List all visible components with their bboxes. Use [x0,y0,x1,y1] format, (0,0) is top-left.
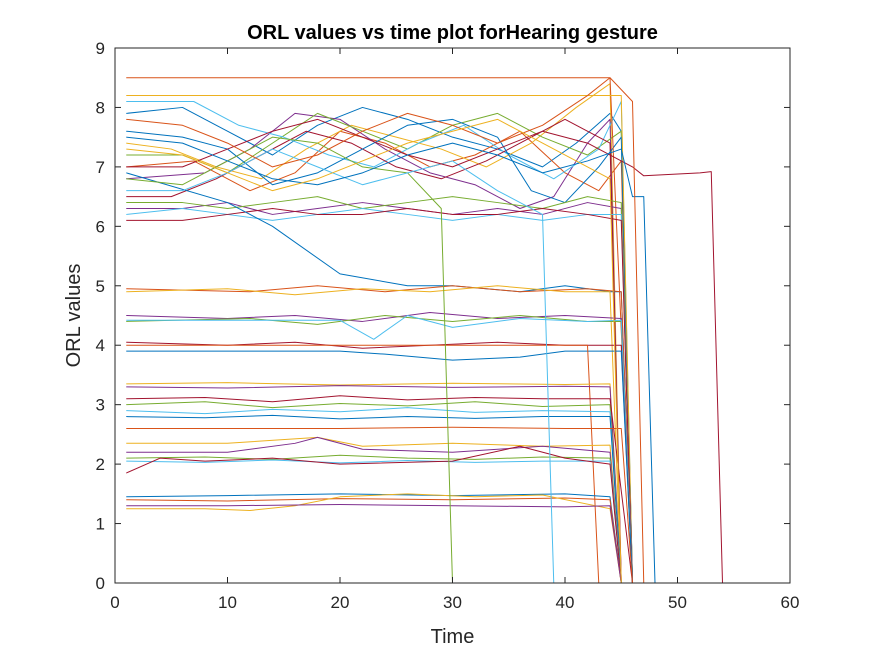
x-tick-label: 60 [781,593,800,612]
y-tick-label: 5 [96,277,105,296]
series-line [126,208,734,584]
series-line [126,445,734,584]
series-line [126,504,734,584]
series-line [126,112,734,584]
series-line [126,77,734,584]
y-tick-label: 9 [96,39,105,58]
series-line [126,118,734,584]
y-tick-label: 2 [96,455,105,474]
series-line [126,285,734,584]
series-line [126,208,734,584]
y-tick-label: 8 [96,98,105,117]
series-line [126,315,734,584]
series-line [126,136,734,584]
series-line [126,106,734,584]
x-tick-label: 10 [218,593,237,612]
y-tick-label: 0 [96,574,105,593]
y-axis-label: ORL values [63,264,85,368]
series-line [126,350,734,584]
series-line [126,118,734,584]
series-line [126,285,734,584]
series-line [126,414,734,584]
y-tick-label: 7 [96,158,105,177]
series-line [126,136,734,584]
x-tick-label: 40 [556,593,575,612]
plot-background [115,48,790,583]
y-tick-label: 1 [96,515,105,534]
x-tick-label: 20 [331,593,350,612]
x-axis-label: Time [431,626,475,648]
axis-ticks: 0 10 20 30 40 50 60 0 1 2 3 4 5 6 7 8 9 [96,39,800,612]
series-line [126,148,734,584]
x-tick-label: 30 [443,593,462,612]
series-line [126,196,734,584]
series-line [126,395,734,584]
x-tick-label: 0 [110,593,119,612]
series-line [126,118,734,584]
x-tick-label: 50 [668,593,687,612]
y-tick-label: 6 [96,217,105,236]
y-tick-label: 3 [96,396,105,415]
y-tick-label: 4 [96,336,105,355]
chart-title: ORL values vs time plot forHearing gestu… [247,22,658,44]
